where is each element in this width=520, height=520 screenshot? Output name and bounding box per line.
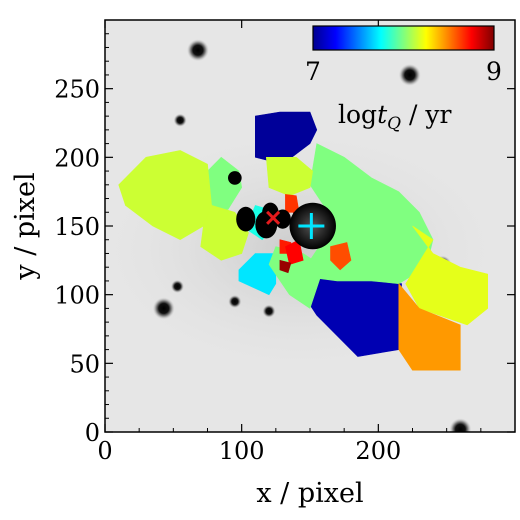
region-12: [330, 242, 352, 271]
y-tick-label-2: 100: [54, 282, 100, 310]
region-0: [255, 111, 318, 165]
masked-region-4: [228, 171, 242, 185]
colorbar-title-unit: / yr: [401, 100, 451, 129]
region-11: [398, 282, 461, 371]
region-10: [405, 225, 489, 326]
star-9: [262, 304, 276, 318]
x-axis-ticks: 0 100 200: [97, 20, 516, 465]
y-tick-label-3: 150: [54, 213, 100, 241]
colorbar-max-label: 9: [486, 57, 502, 86]
colorbar-title-var: t: [377, 100, 388, 129]
x-tick-label-2: 200: [355, 437, 401, 465]
y-axis-title: y / pixel: [10, 172, 41, 280]
star-10: [449, 418, 472, 432]
y-tick-label-1: 50: [69, 350, 100, 378]
star-1: [398, 63, 421, 86]
star-6: [170, 279, 185, 294]
y-tick-label-5: 250: [54, 76, 100, 104]
colorbar-min-label: 7: [305, 57, 321, 86]
marker-x-0: [266, 210, 281, 225]
star-2: [173, 113, 187, 127]
y-axis-ticks: 0 50 100 150 200 250: [54, 19, 515, 447]
markers: [266, 210, 325, 239]
colorbar-gradient: [312, 25, 495, 51]
age-regions: [118, 111, 489, 371]
marker-plus-1: [298, 213, 325, 239]
x-tick-label-1: 100: [219, 437, 265, 465]
colorbar: 7 9 logtQ / yr: [305, 25, 502, 134]
colorbar-title-prefix: log: [338, 100, 377, 129]
colorbar-title: logtQ / yr: [338, 100, 451, 134]
x-tick-label-0: 0: [97, 437, 112, 465]
region-9: [265, 157, 314, 197]
colorbar-title-sub: Q: [387, 114, 401, 134]
x-axis-title: x / pixel: [256, 478, 363, 509]
star-8: [228, 294, 242, 309]
y-tick-label-0: 0: [85, 419, 100, 447]
star-0: [186, 39, 209, 62]
star-7: [152, 297, 175, 320]
masked-region-0: [236, 206, 256, 232]
region-15: [285, 239, 304, 265]
y-tick-label-4: 200: [54, 144, 100, 172]
region-16: [279, 259, 292, 274]
